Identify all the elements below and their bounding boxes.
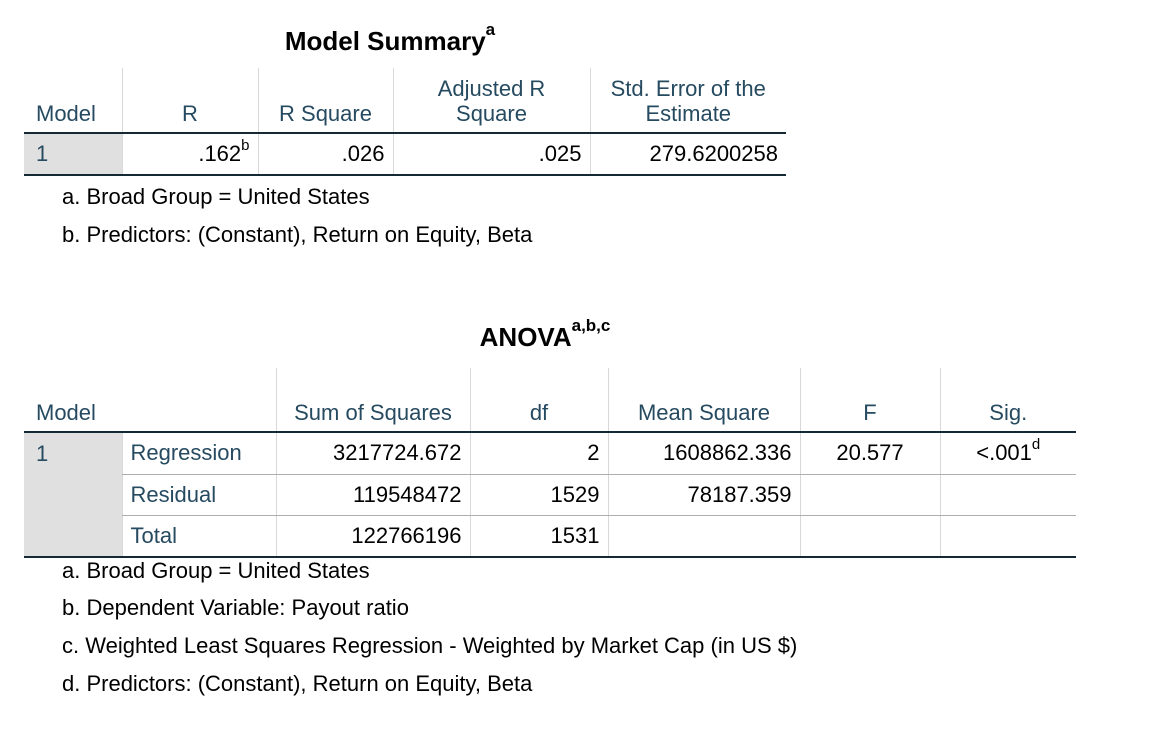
header-mean-square: Mean Square <box>607 368 800 432</box>
source-cell: Residual <box>121 474 276 516</box>
header-adjusted-r-square: Adjusted R Square <box>392 68 590 133</box>
r-cell: .162b <box>121 133 258 176</box>
sig-cell: <.001d <box>939 432 1076 475</box>
model-summary-title: Model Summarya <box>190 20 590 57</box>
table-row: Residual 119548472 1529 78187.359 <box>24 474 1076 516</box>
adj-r-square-cell: .025 <box>392 133 590 176</box>
title-text: Model Summary <box>284 26 486 56</box>
std-error-cell: 279.6200258 <box>589 133 786 176</box>
header-df: df <box>469 368 608 432</box>
df-cell: 1531 <box>469 515 608 558</box>
ms-cell <box>607 515 800 558</box>
sig-value: <.001 <box>976 440 1032 466</box>
footnote-d: d. Predictors: (Constant), Return on Equ… <box>62 671 533 696</box>
ms-cell: 78187.359 <box>607 474 800 516</box>
sig-cell <box>939 474 1076 516</box>
title-text: ANOVA <box>479 322 572 352</box>
footnote-b: b. Predictors: (Constant), Return on Equ… <box>62 222 533 247</box>
header-f: F <box>799 368 940 432</box>
anova-table: Model Sum of Squares df Mean Square F Si… <box>24 368 1076 558</box>
header-model: Model <box>36 101 96 126</box>
f-cell <box>799 474 940 516</box>
ss-cell: 119548472 <box>275 474 470 516</box>
ms-cell: 1608862.336 <box>607 432 800 475</box>
title-footnote-marker: a <box>485 20 496 39</box>
footnote-marker: b <box>241 137 250 154</box>
header-r-square: R Square <box>257 68 393 133</box>
r-square-cell: .026 <box>257 133 393 176</box>
ss-cell: 3217724.672 <box>275 432 470 475</box>
source-cell: Regression <box>121 432 276 475</box>
f-cell: 20.577 <box>799 432 940 475</box>
header-source <box>122 368 276 432</box>
sig-cell <box>939 515 1076 558</box>
anova-title: ANOVAa,b,c <box>345 316 745 353</box>
ss-cell: 122766196 <box>275 515 470 558</box>
df-cell: 1529 <box>469 474 608 516</box>
header-r: R <box>121 68 258 133</box>
model-cell: 1 <box>24 432 122 558</box>
header-sum-of-squares: Sum of Squares <box>275 368 470 432</box>
f-cell <box>799 515 940 558</box>
table-row: Total 122766196 1531 <box>24 515 1076 558</box>
df-cell: 2 <box>469 432 608 475</box>
model-cell: 1 <box>24 133 122 176</box>
footnote-a: a. Broad Group = United States <box>62 558 370 583</box>
table-row: 1 .162b .026 .025 279.6200258 <box>24 133 786 176</box>
footnote-marker: d <box>1031 436 1041 454</box>
footnote-c: c. Weighted Least Squares Regression - W… <box>62 633 798 658</box>
table-row: 1 Regression 3217724.672 2 1608862.336 2… <box>24 432 1076 558</box>
header-model: Model <box>36 400 96 425</box>
header-sig: Sig. <box>939 368 1076 432</box>
footnote-b: b. Dependent Variable: Payout ratio <box>62 595 409 620</box>
footnote-a: a. Broad Group = United States <box>62 184 370 209</box>
model-summary-table: Model R R Square Adjusted R Square Std. … <box>24 68 786 176</box>
source-cell: Total <box>121 515 276 558</box>
title-footnote-marker: a,b,c <box>571 316 611 335</box>
r-value: .162 <box>198 141 242 166</box>
header-std-error: Std. Error of the Estimate <box>589 68 786 133</box>
